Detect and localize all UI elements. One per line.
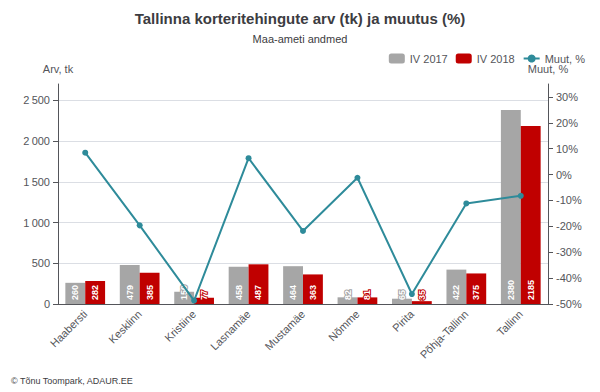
- svg-text:0: 0: [44, 298, 50, 310]
- svg-text:500: 500: [32, 257, 50, 269]
- svg-text:20%: 20%: [556, 117, 578, 129]
- svg-text:150: 150: [179, 285, 190, 300]
- svg-text:81: 81: [362, 290, 372, 300]
- svg-text:1 500: 1 500: [23, 176, 50, 188]
- svg-text:375: 375: [471, 285, 481, 300]
- svg-text:-50%: -50%: [556, 298, 582, 310]
- svg-text:-40%: -40%: [556, 272, 582, 284]
- svg-text:422: 422: [451, 285, 461, 300]
- svg-text:Tallinna korteritehingute arv: Tallinna korteritehingute arv (tk) ja mu…: [135, 10, 466, 27]
- svg-text:2185: 2185: [526, 280, 536, 300]
- svg-text:2 500: 2 500: [23, 94, 50, 106]
- svg-text:-20%: -20%: [556, 220, 582, 232]
- svg-text:458: 458: [234, 285, 244, 300]
- svg-text:260: 260: [70, 285, 80, 300]
- svg-text:Haabersti: Haabersti: [48, 308, 90, 350]
- svg-text:363: 363: [308, 285, 318, 300]
- svg-text:Põhja-Tallinn: Põhja-Tallinn: [418, 308, 471, 361]
- svg-text:© Tõnu Toompark, ADAUR.EE: © Tõnu Toompark, ADAUR.EE: [11, 376, 133, 386]
- svg-text:2 000: 2 000: [23, 135, 50, 147]
- svg-text:1 000: 1 000: [23, 217, 50, 229]
- svg-text:Pirita: Pirita: [390, 307, 417, 334]
- svg-text:Arv, tk: Arv, tk: [43, 63, 74, 75]
- svg-text:35: 35: [417, 290, 427, 300]
- svg-text:2380: 2380: [506, 280, 516, 300]
- svg-text:IV 2018: IV 2018: [477, 53, 515, 65]
- svg-text:82: 82: [343, 290, 353, 300]
- svg-text:Muut, %: Muut, %: [545, 53, 586, 65]
- svg-text:479: 479: [125, 285, 135, 300]
- svg-text:65: 65: [397, 290, 407, 300]
- svg-text:282: 282: [90, 285, 100, 300]
- svg-text:Maa-ameti andmed: Maa-ameti andmed: [253, 33, 348, 45]
- svg-text:464: 464: [288, 285, 298, 300]
- svg-text:30%: 30%: [556, 91, 578, 103]
- svg-text:385: 385: [145, 285, 155, 300]
- svg-text:-30%: -30%: [556, 246, 582, 258]
- svg-text:487: 487: [253, 285, 263, 300]
- svg-text:Lasnamäe: Lasnamäe: [208, 308, 253, 353]
- svg-text:Kristiine: Kristiine: [162, 308, 198, 344]
- svg-text:-10%: -10%: [556, 194, 582, 206]
- svg-text:IV 2017: IV 2017: [410, 53, 448, 65]
- svg-text:Nõmme: Nõmme: [326, 308, 362, 344]
- svg-text:77: 77: [199, 290, 209, 300]
- svg-text:Mustamäe: Mustamäe: [262, 308, 307, 353]
- svg-text:Kesklinn: Kesklinn: [106, 308, 144, 346]
- svg-text:0%: 0%: [556, 169, 572, 181]
- svg-text:Tallinn: Tallinn: [495, 308, 526, 339]
- svg-text:10%: 10%: [556, 143, 578, 155]
- svg-text:Muut, %: Muut, %: [527, 62, 569, 75]
